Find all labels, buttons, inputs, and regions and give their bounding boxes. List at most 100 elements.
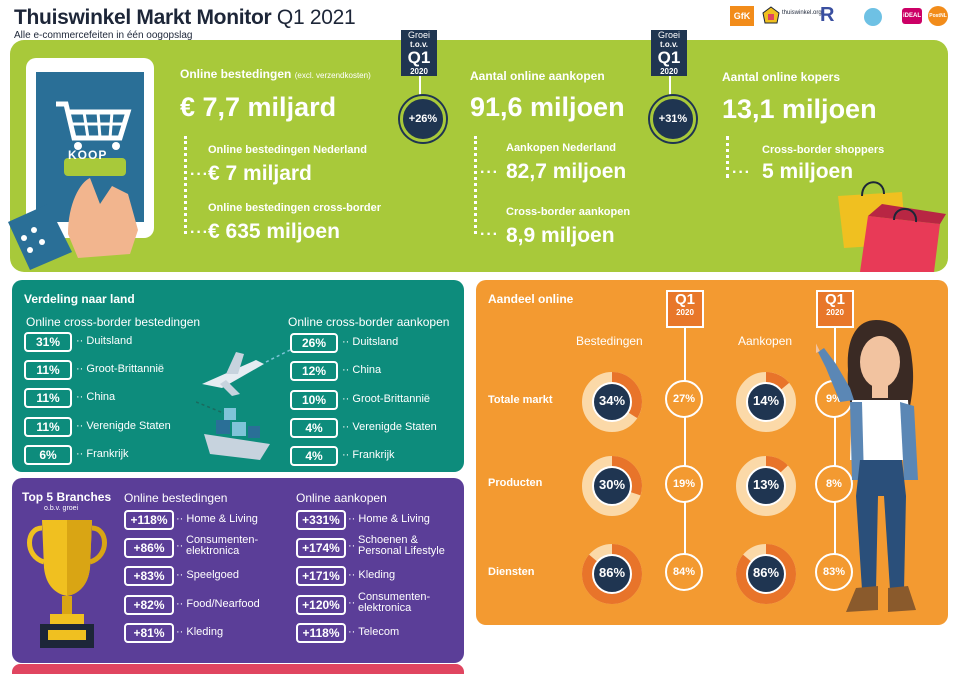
ring-share-arc xyxy=(736,372,796,432)
ring-share-arc xyxy=(582,456,642,516)
growth-tag-purchases: Groei t.o.v. Q1 2020 xyxy=(651,30,687,76)
branch-purchases-name: ·· Schoenen & Personal Lifestyle xyxy=(348,534,445,557)
thuiswinkel-text: thuiswinkel.org xyxy=(782,10,822,16)
share-2020-spend: 84% xyxy=(665,553,703,591)
branch-purchases-growth: +171% xyxy=(296,566,346,586)
country-purchases-title: Online cross-border aankopen xyxy=(288,315,450,329)
buyers-cb-dots: ··· xyxy=(732,164,751,181)
ring-value-spend: 34% xyxy=(598,393,626,408)
country-spend-name: ·· Duitsland xyxy=(76,335,133,347)
country-spend-title: Online cross-border bestedingen xyxy=(26,315,201,329)
spend-dotted-line xyxy=(184,136,187,234)
ring-center xyxy=(746,554,786,594)
growth-tag-spend: Groei t.o.v. Q1 2020 xyxy=(401,30,437,76)
ring-center xyxy=(592,466,632,506)
gfk-logo: GfK xyxy=(730,6,754,26)
country-spend-name: ·· Groot-Brittannië xyxy=(76,363,165,375)
branches-subtitle: o.b.v. groei xyxy=(44,505,79,512)
page-title: Thuiswinkel Markt Monitor Q1 2021 xyxy=(14,6,356,29)
branch-spend-growth: +86% xyxy=(124,538,174,558)
ring-center xyxy=(592,554,632,594)
branches-purchases-title: Online aankopen xyxy=(296,491,387,505)
country-purchases-name: ·· China xyxy=(342,364,382,376)
woman-pointing-illustration xyxy=(816,320,918,612)
country-spend-pct: 6% xyxy=(24,445,72,465)
country-spend-pct: 11% xyxy=(24,417,72,437)
spend-cb-value: € 635 miljoen xyxy=(208,220,340,243)
country-purchases-name: ·· Duitsland xyxy=(342,336,399,348)
purchases-cb-label: Cross-border aankopen xyxy=(506,206,631,218)
partner-logos: GfK thuiswinkel.org R iDEAL PostNL xyxy=(730,4,952,30)
page-subtitle: Alle e-commercefeiten in één oogopslag xyxy=(14,30,193,41)
growth-line-2 xyxy=(669,70,671,114)
ring-center xyxy=(592,382,632,422)
postnl-logo: PostNL xyxy=(928,6,948,26)
country-spend-name: ·· Frankrijk xyxy=(76,448,129,460)
buyers-dotted-line xyxy=(726,136,729,178)
ring-share-arc xyxy=(582,544,642,604)
branch-spend-name: ·· Food/Nearfood xyxy=(176,598,260,610)
country-spend-pct: 11% xyxy=(24,388,72,408)
country-spend-name: ·· China xyxy=(76,391,116,403)
branches-spend-title: Online bestedingen xyxy=(124,491,228,505)
purchases-cb-dots: ··· xyxy=(480,226,499,243)
spend-growth-badge: +26% xyxy=(400,96,446,142)
spend-cb-dots: ··· xyxy=(190,224,209,241)
branch-spend-name: ·· Speelgoed xyxy=(176,569,239,581)
country-purchases-name: ·· Groot-Brittannië xyxy=(342,393,431,405)
branch-spend-growth: +81% xyxy=(124,623,174,643)
country-purchases-pct: 4% xyxy=(290,418,338,438)
branches-title: Top 5 Branches xyxy=(22,490,112,504)
buyers-cb-value: 5 miljoen xyxy=(762,160,854,183)
buyers-cb-label: Cross-border shoppers xyxy=(762,144,885,156)
ring-center xyxy=(746,466,786,506)
next-panel-edge xyxy=(12,664,464,674)
share-2020-spend: 19% xyxy=(665,465,703,503)
share-col-purchases: Aankopen xyxy=(738,334,793,348)
spend-label: Online bestedingen (excl. verzendkosten) xyxy=(180,67,371,81)
branch-spend-name: ·· Consumenten- elektronica xyxy=(176,534,259,557)
spend-nl-dots: ··· xyxy=(190,166,209,183)
online-share-rings xyxy=(582,372,796,604)
branch-spend-growth: +83% xyxy=(124,566,174,586)
country-spend-pct: 31% xyxy=(24,332,72,352)
shopping-bags-icon xyxy=(838,181,946,272)
share-2020-purchases: 83% xyxy=(815,553,853,591)
ring-value-purchases: 14% xyxy=(752,393,780,408)
growth-line-1 xyxy=(419,70,421,114)
overview-panel: KOOP Online bestedingen (excl. verzendko… xyxy=(8,30,948,272)
share-2020-purchases: 8% xyxy=(815,465,853,503)
country-purchases-pct: 4% xyxy=(290,446,338,466)
tablet-buy-button: KOOP xyxy=(68,148,108,162)
q1-2020-tag-spend: Q1 2020 xyxy=(666,290,704,328)
purchases-value: 91,6 miljoen xyxy=(470,92,625,122)
ring-share-arc xyxy=(736,544,796,604)
buyers-label: Aantal online kopers xyxy=(722,70,841,84)
share-row-label: Diensten xyxy=(488,566,535,578)
online-share-panel: Aandeel online Bestedingen Aankopen Q1 20… xyxy=(476,280,948,625)
country-purchases-pct: 26% xyxy=(290,333,338,353)
share-row-label: Producten xyxy=(488,477,543,489)
country-distribution-panel: Verdeling naar land Online cross-border … xyxy=(12,280,464,472)
ring-value-spend: 30% xyxy=(598,477,626,492)
branch-spend-growth: +118% xyxy=(124,510,174,530)
r-logo: R xyxy=(820,4,835,26)
country-purchases-pct: 12% xyxy=(290,361,338,381)
branch-purchases-growth: +174% xyxy=(296,538,346,558)
share-row-label: Totale markt xyxy=(488,394,553,406)
branch-spend-name: ·· Home & Living xyxy=(176,513,258,525)
ring-value-spend: 86% xyxy=(598,565,626,580)
thuiswinkel-logo xyxy=(762,6,780,26)
globe-logo-icon xyxy=(864,8,882,26)
q1-2020-tag-purchases: Q1 2020 xyxy=(816,290,854,328)
share-col-spend: Bestedingen xyxy=(576,334,643,348)
country-purchases-name: ·· Verenigde Staten xyxy=(342,421,437,433)
country-purchases-name: ·· Frankrijk xyxy=(342,449,395,461)
purchases-cb-value: 8,9 miljoen xyxy=(506,224,615,247)
branch-spend-name: ·· Kleding xyxy=(176,626,224,638)
ring-value-purchases: 13% xyxy=(752,477,780,492)
country-panel-title: Verdeling naar land xyxy=(24,292,135,306)
ring-share-arc xyxy=(582,372,642,432)
share-2020-spend: 27% xyxy=(665,380,703,418)
ideal-logo: iDEAL xyxy=(902,8,922,24)
